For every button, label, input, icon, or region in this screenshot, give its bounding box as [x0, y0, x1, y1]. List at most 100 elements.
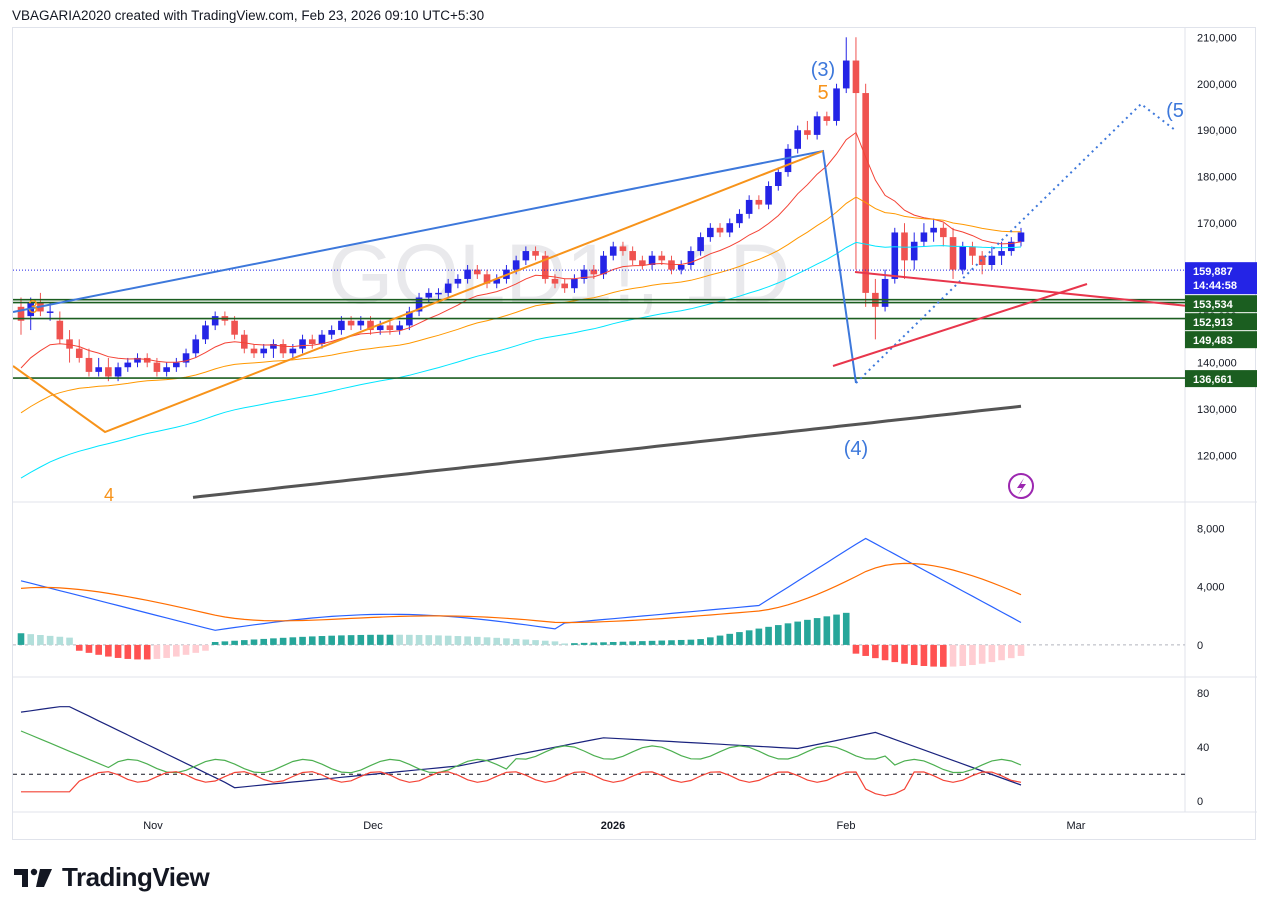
candle[interactable]: [454, 278, 462, 284]
candle[interactable]: [338, 320, 345, 331]
candle[interactable]: [241, 334, 248, 349]
candle[interactable]: [697, 237, 704, 252]
candle[interactable]: [648, 255, 656, 265]
candle[interactable]: [308, 339, 316, 344]
candle[interactable]: [852, 60, 860, 94]
candle[interactable]: [85, 357, 93, 372]
candle[interactable]: [881, 278, 889, 307]
candle[interactable]: [707, 227, 714, 238]
candle[interactable]: [580, 269, 588, 279]
candle[interactable]: [328, 330, 335, 335]
candle[interactable]: [745, 199, 753, 214]
candle[interactable]: [813, 116, 821, 135]
candle[interactable]: [804, 130, 811, 135]
candle[interactable]: [114, 367, 122, 377]
candle[interactable]: [755, 199, 763, 205]
candle[interactable]: [493, 278, 501, 284]
candle[interactable]: [270, 344, 277, 349]
candle[interactable]: [940, 227, 947, 238]
candle[interactable]: [444, 283, 452, 293]
candle[interactable]: [522, 251, 530, 261]
candle[interactable]: [347, 320, 355, 326]
candle[interactable]: [202, 325, 209, 340]
candle[interactable]: [639, 260, 646, 265]
candle[interactable]: [483, 274, 491, 284]
candle[interactable]: [609, 246, 617, 256]
candle[interactable]: [250, 348, 258, 354]
candle[interactable]: [56, 320, 64, 340]
candle[interactable]: [988, 255, 996, 265]
candle[interactable]: [367, 320, 374, 331]
candle[interactable]: [930, 227, 937, 233]
candle[interactable]: [658, 255, 666, 261]
candle[interactable]: [619, 246, 627, 252]
candle[interactable]: [561, 283, 568, 289]
candle[interactable]: [959, 246, 967, 270]
candle[interactable]: [435, 292, 442, 295]
candle[interactable]: [464, 269, 471, 279]
candle[interactable]: [629, 251, 636, 261]
candle[interactable]: [95, 367, 102, 372]
candle[interactable]: [998, 251, 1005, 256]
candle[interactable]: [590, 269, 598, 275]
candle[interactable]: [668, 260, 675, 270]
candle[interactable]: [211, 316, 219, 326]
candle[interactable]: [182, 353, 190, 363]
candle[interactable]: [949, 237, 957, 270]
candle[interactable]: [512, 260, 520, 270]
candle[interactable]: [833, 88, 840, 121]
candle[interactable]: [474, 269, 481, 275]
candle[interactable]: [551, 278, 559, 284]
candle[interactable]: [823, 116, 831, 121]
candle[interactable]: [600, 255, 607, 275]
lightning-icon[interactable]: [1008, 473, 1034, 499]
candle[interactable]: [920, 232, 928, 242]
candle[interactable]: [794, 130, 801, 149]
candle[interactable]: [726, 223, 734, 233]
candle[interactable]: [862, 93, 869, 293]
chart-canvas[interactable]: GOLD1!, 1D (3)5 (4) (5 3 4 210,000 200,000 190…: [13, 28, 1257, 841]
candle[interactable]: [153, 362, 161, 372]
candle[interactable]: [386, 325, 394, 331]
candle[interactable]: [1007, 241, 1015, 252]
candle[interactable]: [143, 357, 151, 363]
candle[interactable]: [299, 339, 306, 349]
candle[interactable]: [765, 186, 772, 205]
candle[interactable]: [279, 344, 287, 354]
candle[interactable]: [192, 339, 200, 354]
candle[interactable]: [891, 232, 899, 279]
candle[interactable]: [687, 251, 695, 265]
candle[interactable]: [736, 213, 743, 224]
candle[interactable]: [842, 60, 850, 89]
candle[interactable]: [784, 148, 792, 173]
candle[interactable]: [541, 255, 549, 279]
candle[interactable]: [17, 306, 25, 321]
candle[interactable]: [532, 251, 539, 256]
candle[interactable]: [134, 357, 141, 363]
candle[interactable]: [910, 241, 918, 261]
candle[interactable]: [260, 348, 268, 354]
candle[interactable]: [318, 334, 326, 344]
candle[interactable]: [75, 348, 83, 358]
candle[interactable]: [66, 339, 73, 349]
candle[interactable]: [357, 320, 365, 326]
candle[interactable]: [901, 232, 908, 261]
candle[interactable]: [289, 348, 297, 354]
candle[interactable]: [774, 172, 782, 186]
candle[interactable]: [415, 297, 423, 312]
candle[interactable]: [376, 325, 384, 331]
candle[interactable]: [969, 246, 976, 256]
candle[interactable]: [716, 227, 724, 233]
candle[interactable]: [46, 311, 54, 313]
candle[interactable]: [231, 320, 238, 335]
candle[interactable]: [1017, 232, 1025, 242]
candle[interactable]: [124, 362, 132, 368]
candle[interactable]: [163, 367, 170, 372]
candle[interactable]: [173, 362, 180, 368]
chart-frame[interactable]: GOLD1!, 1D (3) 5 (4) (5 3 4 210,000 200,000 190…: [12, 27, 1257, 841]
candle[interactable]: [571, 278, 578, 289]
candle[interactable]: [396, 325, 403, 331]
candle[interactable]: [677, 265, 685, 270]
candle[interactable]: [105, 367, 112, 377]
candle[interactable]: [425, 292, 433, 298]
